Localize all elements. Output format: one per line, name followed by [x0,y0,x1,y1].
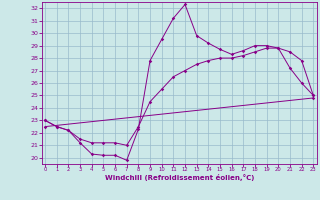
X-axis label: Windchill (Refroidissement éolien,°C): Windchill (Refroidissement éolien,°C) [105,174,254,181]
